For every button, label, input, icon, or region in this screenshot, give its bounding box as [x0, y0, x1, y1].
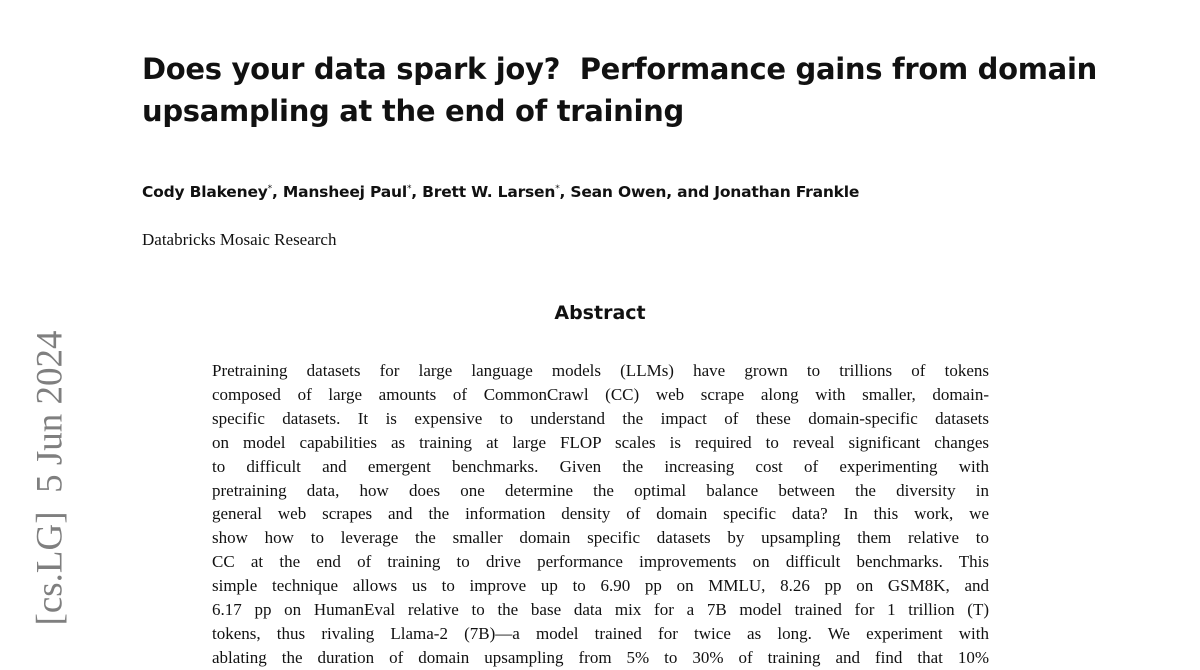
author-text: , Mansheej Paul: [271, 183, 407, 201]
abstract-line: pretraining data, how does one determine…: [212, 480, 989, 500]
abstract-line: composed of large amounts of CommonCrawl…: [212, 384, 989, 404]
abstract-heading: Abstract: [554, 302, 646, 324]
affiliation: Databricks Mosaic Research: [142, 230, 337, 249]
title: Does your data spark joy? Performance ga…: [142, 48, 1102, 132]
author-text: , Sean Owen, and Jonathan Frankle: [559, 183, 860, 201]
page: [cs.LG] 5 Jun 2024 Does your data spark …: [29, 48, 1102, 667]
authors: Cody Blakeney*, Mansheej Paul*, Brett W.…: [142, 183, 859, 201]
abstract-line: show how to leverage the smaller domain …: [212, 528, 989, 548]
abstract-line: ablating the duration of domain upsampli…: [212, 647, 989, 667]
title-line: Does your data spark joy? Performance ga…: [142, 52, 1097, 86]
abstract-line: CC at the end of training to drive perfo…: [212, 552, 989, 572]
arxiv-stamp: [cs.LG] 5 Jun 2024: [29, 330, 71, 626]
abstract-line: tokens, thus rivaling Llama-2 (7B)—a mod…: [212, 623, 989, 643]
abstract-line: to difficult and emergent benchmarks. Gi…: [212, 456, 989, 476]
author-mark: *: [406, 183, 412, 194]
author-text: , Brett W. Larsen: [411, 183, 556, 201]
abstract: Pretraining datasets for large language …: [212, 359, 989, 670]
author-mark: *: [267, 183, 273, 194]
abstract-line: 6.17 pp on HumanEval relative to the bas…: [212, 600, 989, 620]
abstract-line: simple technique allows us to improve up…: [212, 576, 989, 596]
title-line: upsampling at the end of training: [142, 94, 684, 128]
abstract-line: specific datasets. It is expensive to un…: [212, 408, 989, 428]
abstract-line: on model capabilities as training at lar…: [212, 432, 989, 452]
author-mark: *: [555, 183, 560, 194]
abstract-line: general web scrapes and the information …: [212, 504, 989, 524]
author-text: Cody Blakeney: [142, 183, 268, 201]
abstract-line: Pretraining datasets for large language …: [212, 361, 989, 380]
